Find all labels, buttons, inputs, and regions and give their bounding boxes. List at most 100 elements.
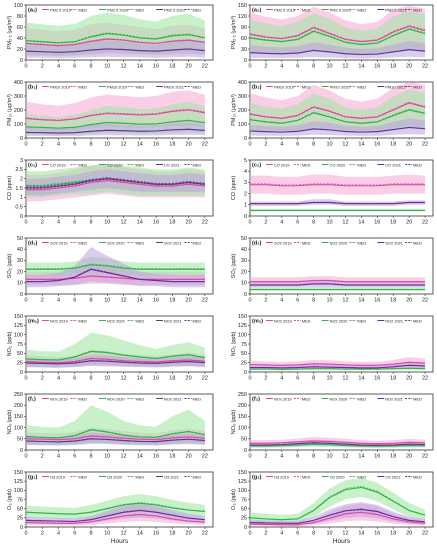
y-axis-label: NOₓ (ppb) xyxy=(231,410,237,435)
x-tick-label: 4 xyxy=(57,298,60,304)
panel-m2: 0 2 4 6 8 10 12 14 16 18 20 22 0 25 50 75 100 125 150 NO₂ (… xyxy=(231,314,434,382)
y-tick-label: 300 xyxy=(238,94,247,100)
series-line-pm2.5-2019 xyxy=(249,25,426,43)
x-tick-label: 8 xyxy=(312,376,315,382)
legend: NO2 2019 MED NO2 2020 MED NO2 2021 MED xyxy=(266,318,422,323)
x-tick-label: 14 xyxy=(358,64,364,70)
x-tick-label: 2 xyxy=(264,376,267,382)
y-axis-label: CO (ppm) xyxy=(231,176,237,200)
y-tick-label: 20 xyxy=(17,269,23,275)
legend-entry: NO2 2021 xyxy=(164,318,182,323)
legend: NOx 2019 MED NOx 2020 MED NOx 2021 MED xyxy=(266,396,422,401)
legend-entry: MED xyxy=(193,84,202,89)
panel-d1: 0 2 4 6 8 10 12 14 16 18 20 22 0 10 20 30 40 50 SO₂ (ppb) (… xyxy=(7,236,214,304)
panel-a2: 0 2 4 6 8 10 12 14 16 18 20 22 0 30 60 90 120 150 PM₂.₅ (µ… xyxy=(231,3,434,70)
legend-entry: MED xyxy=(79,162,88,167)
band-so2-2020 xyxy=(250,287,426,291)
x-tick-label: 6 xyxy=(73,298,76,304)
median-line xyxy=(249,485,426,520)
x-tick-label: 18 xyxy=(169,531,175,537)
legend-entry: CO 2021 xyxy=(385,162,401,167)
x-tick-label: 20 xyxy=(406,220,412,226)
x-tick-label: 16 xyxy=(374,220,380,226)
x-tick-label: 0 xyxy=(24,64,27,70)
band-nox-2020 xyxy=(26,405,205,446)
median-line xyxy=(25,350,205,361)
legend-entry: MED xyxy=(193,162,202,167)
legend-entry: PM10 2019 xyxy=(274,84,294,89)
x-tick-label: 18 xyxy=(390,220,396,226)
y-tick-label: 0 xyxy=(20,214,23,220)
band-pm10-2020 xyxy=(250,89,426,133)
y-axis-label: PM₂.₅ (µg/m³) xyxy=(231,16,237,50)
x-tick-label: 4 xyxy=(280,142,283,148)
y-tick-label: 10 xyxy=(17,281,23,287)
legend-entry: O3 2019 xyxy=(274,474,289,479)
x-tick-label: 16 xyxy=(153,142,159,148)
legend-entry: SO2 2020 xyxy=(107,240,125,245)
y-axis-label: NO₂ (ppb) xyxy=(231,331,237,356)
x-tick-label: 16 xyxy=(153,454,159,460)
x-tick-label: 10 xyxy=(104,454,110,460)
median-line xyxy=(250,442,426,446)
x-tick-label: 0 xyxy=(248,531,251,537)
x-tick-label: 14 xyxy=(137,220,143,226)
y-tick-label: 120 xyxy=(238,14,247,20)
x-tick-label: 22 xyxy=(202,298,208,304)
legend-entry: NOx 2021 xyxy=(164,396,182,401)
y-tick-label: 75 xyxy=(17,342,23,348)
panel-tag: (c₂) xyxy=(252,163,261,169)
x-tick-label: 0 xyxy=(24,220,27,226)
legend-entry: PM10 2021 xyxy=(164,84,184,89)
panel-tag: (g₁) xyxy=(28,475,37,481)
legend-entry: MED xyxy=(413,474,422,479)
y-tick-label: 100 xyxy=(238,122,247,128)
legend-entry: MED xyxy=(193,318,202,323)
x-tick-label: 8 xyxy=(312,531,315,537)
legend-entry: PM2.5 2020 xyxy=(330,7,352,12)
y-tick-label: 25 xyxy=(17,516,23,522)
y-tick-label: 20 xyxy=(17,47,23,53)
legend-entry: CO 2019 xyxy=(50,162,66,167)
x-tick-label: 0 xyxy=(24,376,27,382)
band-co-2021 xyxy=(26,169,205,196)
panel-f1: 0 2 4 6 8 10 12 14 16 18 20 22 0 50 100 150 200 250 NOₓ (p… xyxy=(7,392,214,460)
legend-entry: O3 2020 xyxy=(330,474,346,479)
median-line xyxy=(250,183,426,186)
x-tick-label: 20 xyxy=(406,531,412,537)
legend-entry: O3 2020 xyxy=(107,474,123,479)
y-tick-label: 2 xyxy=(20,176,23,182)
y-tick-label: 400 xyxy=(14,80,23,86)
legend-entry: MED xyxy=(413,396,422,401)
series-line-co-2021 xyxy=(26,178,205,189)
legend: PM2.5 2019 MED PM2.5 2020 MED PM2.5 2021 MED xyxy=(42,7,201,12)
x-axis-label: Hours xyxy=(111,538,129,545)
x-tick-label: 0 xyxy=(248,220,251,226)
legend-entry: CO 2020 xyxy=(107,162,123,167)
x-tick-label: 4 xyxy=(280,64,283,70)
x-tick-label: 18 xyxy=(390,454,396,460)
y-tick-label: 400 xyxy=(238,80,247,86)
legend-entry: MED xyxy=(358,240,367,245)
y-tick-label: 0.5 xyxy=(15,204,23,210)
x-tick-label: 10 xyxy=(327,64,333,70)
series-line-so2-2019 xyxy=(26,275,205,280)
y-tick-label: 100 xyxy=(238,332,247,338)
x-tick-label: 6 xyxy=(73,376,76,382)
y-tick-label: 10 xyxy=(241,281,247,287)
y-tick-label: 0 xyxy=(244,448,247,454)
series-line-pm10-2020 xyxy=(249,109,426,124)
x-tick-label: 10 xyxy=(104,142,110,148)
x-tick-label: 4 xyxy=(280,220,283,226)
panel-tag: (a₁) xyxy=(28,8,37,14)
x-tick-label: 10 xyxy=(104,298,110,304)
legend-entry: MED xyxy=(136,240,145,245)
x-tick-label: 12 xyxy=(121,531,127,537)
legend-entry: NOx 2021 xyxy=(385,396,403,401)
legend-entry: MED xyxy=(302,474,311,479)
x-tick-label: 4 xyxy=(57,220,60,226)
median-line xyxy=(249,108,426,124)
legend-entry: MED xyxy=(358,318,367,323)
y-tick-label: 125 xyxy=(14,323,23,329)
